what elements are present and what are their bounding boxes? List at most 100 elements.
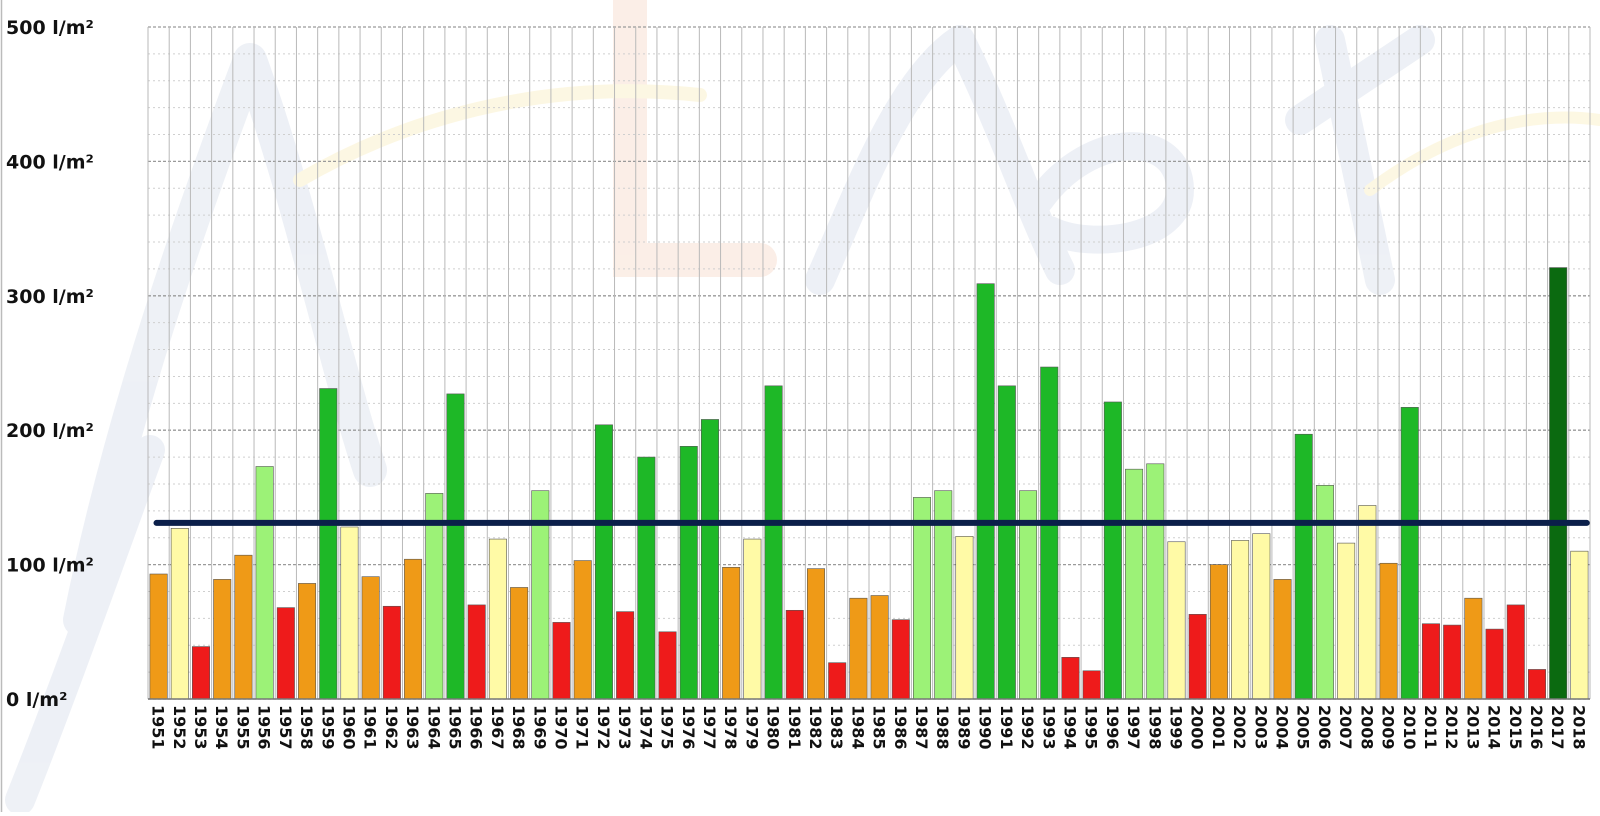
bar-1959 <box>319 388 338 700</box>
x-tick-label: 2010 <box>1400 705 1419 750</box>
x-tick-label: 1952 <box>170 705 189 750</box>
x-tick-label: 1957 <box>276 705 295 750</box>
bar-1975 <box>658 631 677 700</box>
x-tick-label: 1995 <box>1082 705 1101 750</box>
x-tick-label: 1953 <box>191 705 210 750</box>
bar-1991 <box>997 385 1016 700</box>
bar-1979 <box>743 538 762 700</box>
bar-2010 <box>1400 407 1419 700</box>
reference-line-group <box>148 519 1590 700</box>
x-axis: 1951 1952 1953 1954 1955 1956 1957 1958 1959 1960… <box>149 705 1589 750</box>
bar-2007 <box>1337 542 1356 700</box>
bar-1986 <box>891 619 910 700</box>
bar-1970 <box>552 622 571 700</box>
bar-1958 <box>298 583 317 700</box>
bar-2011 <box>1421 623 1440 700</box>
x-tick-label: 2011 <box>1421 705 1440 750</box>
bar-1971 <box>573 560 592 700</box>
x-tick-label: 2008 <box>1357 705 1376 750</box>
y-tick-label: 300 l/m² <box>6 286 94 308</box>
x-tick-label: 2012 <box>1442 705 1461 750</box>
y-tick-label: 100 l/m² <box>6 555 94 577</box>
bar-1955 <box>234 554 253 700</box>
bar-1999 <box>1167 541 1186 700</box>
bar-2002 <box>1231 540 1250 700</box>
x-tick-label: 1996 <box>1103 705 1122 750</box>
x-tick-label: 2014 <box>1485 705 1504 750</box>
x-tick-label: 1975 <box>658 705 677 750</box>
x-tick-label: 1998 <box>1145 705 1164 750</box>
x-tick-label: 2009 <box>1379 705 1398 750</box>
x-tick-label: 1973 <box>615 705 634 750</box>
x-tick-label: 1962 <box>382 705 401 750</box>
x-tick-label: 2007 <box>1336 705 1355 750</box>
x-tick-label: 1972 <box>594 705 613 750</box>
x-tick-label: 2018 <box>1569 705 1588 750</box>
bar-1989 <box>955 536 974 700</box>
y-tick-label: 0 l/m² <box>6 689 67 711</box>
x-tick-label: 2004 <box>1273 705 1292 750</box>
x-tick-label: 1959 <box>318 705 337 750</box>
x-tick-label: 1993 <box>1039 705 1058 750</box>
y-axis: 0 l/m² 100 l/m² 200 l/m² 300 l/m² 400 l/m² 50… <box>6 17 94 711</box>
bar-1974 <box>637 456 656 700</box>
y-tick-label: 200 l/m² <box>6 420 94 442</box>
bars <box>149 267 1589 700</box>
bar-2000 <box>1188 614 1207 700</box>
x-tick-label: 1978 <box>721 705 740 750</box>
x-tick-label: 1999 <box>1166 705 1185 750</box>
x-tick-label: 2005 <box>1294 705 1313 750</box>
x-tick-label: 1963 <box>403 705 422 750</box>
x-tick-label: 2016 <box>1527 705 1546 750</box>
bar-1957 <box>276 607 295 700</box>
x-tick-label: 1956 <box>255 705 274 750</box>
x-tick-label: 1960 <box>339 705 358 750</box>
x-tick-label: 1983 <box>827 705 846 750</box>
x-tick-label: 1980 <box>764 705 783 750</box>
x-tick-label: 2002 <box>1230 705 1249 750</box>
bar-1977 <box>700 419 719 700</box>
x-tick-label: 1991 <box>997 705 1016 750</box>
bar-1978 <box>722 566 741 700</box>
bar-1952 <box>170 528 189 700</box>
x-tick-label: 1997 <box>1124 705 1143 750</box>
x-tick-label: 1989 <box>954 705 973 750</box>
bar-1973 <box>616 611 635 700</box>
bar-2015 <box>1506 604 1525 700</box>
bar-1966 <box>467 604 486 700</box>
bar-1982 <box>806 568 825 700</box>
x-tick-label: 1965 <box>445 705 464 750</box>
bar-1951 <box>149 573 168 700</box>
bar-2013 <box>1464 597 1483 700</box>
x-tick-label: 1979 <box>742 705 761 750</box>
bar-2012 <box>1443 624 1462 700</box>
bar-1965 <box>446 393 465 700</box>
bar-1968 <box>510 587 529 700</box>
bar-2016 <box>1527 669 1546 700</box>
x-tick-label: 2017 <box>1548 705 1567 750</box>
bar-1972 <box>594 424 613 700</box>
x-tick-label: 2000 <box>1188 705 1207 750</box>
bar-1967 <box>488 538 507 700</box>
bar-1994 <box>1061 657 1080 700</box>
x-tick-label: 1966 <box>467 705 486 750</box>
x-tick-label: 2013 <box>1463 705 1482 750</box>
x-tick-label: 1981 <box>785 705 804 750</box>
x-tick-label: 1994 <box>1060 705 1079 750</box>
x-tick-label: 1967 <box>488 705 507 750</box>
x-tick-label: 1977 <box>700 705 719 750</box>
x-tick-label: 1969 <box>530 705 549 750</box>
x-tick-label: 2003 <box>1251 705 1270 750</box>
bar-2018 <box>1570 550 1589 700</box>
bar-1998 <box>1146 463 1165 700</box>
bar-2008 <box>1358 505 1377 700</box>
bar-1963 <box>404 558 423 700</box>
bar-2004 <box>1273 579 1292 700</box>
x-tick-label: 1986 <box>891 705 910 750</box>
bar-1985 <box>870 595 889 700</box>
bar-1953 <box>192 646 211 700</box>
x-tick-label: 1990 <box>976 705 995 750</box>
bar-2006 <box>1315 485 1334 700</box>
bar-1954 <box>213 579 232 700</box>
